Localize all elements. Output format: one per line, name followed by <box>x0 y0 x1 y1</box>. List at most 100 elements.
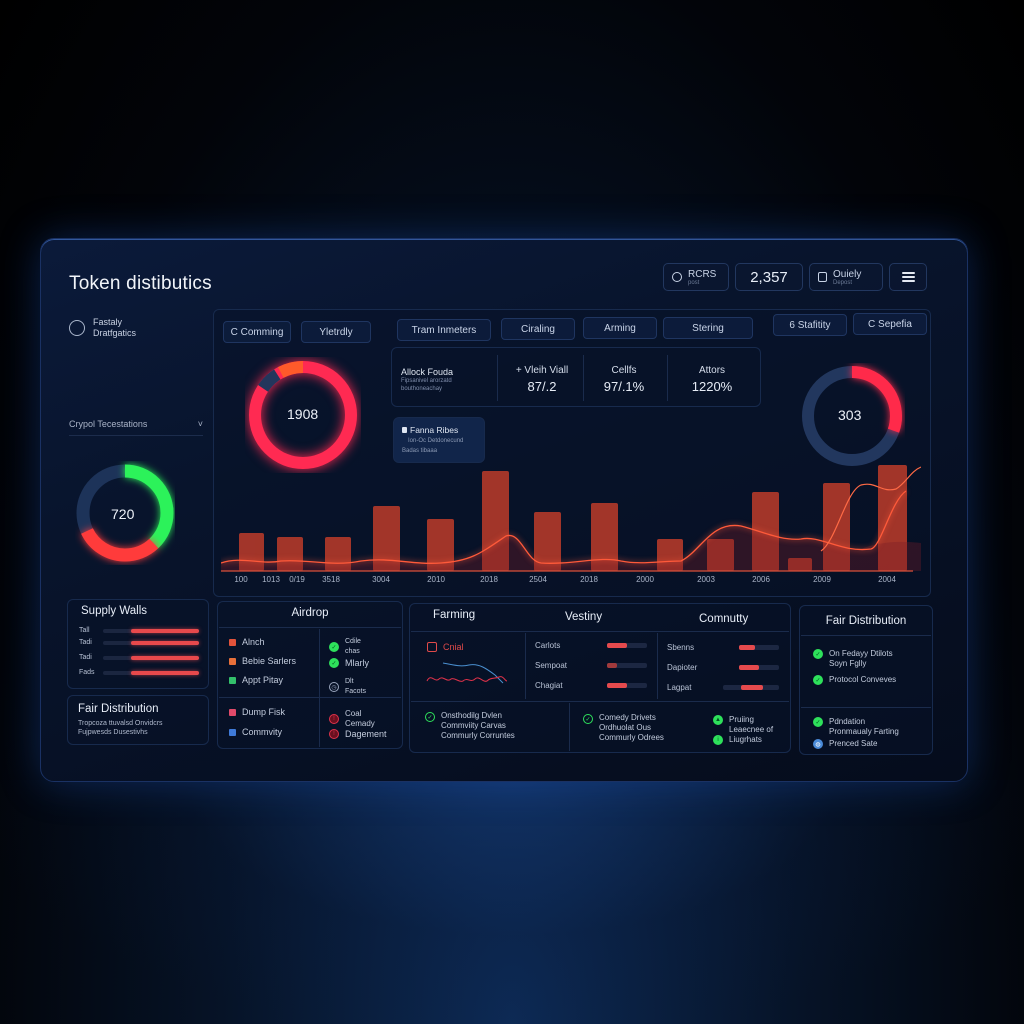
hamburger-menu-icon <box>901 272 915 282</box>
value-chip[interactable]: 2,357 <box>735 263 803 291</box>
fair-item: ◍ Prenced Sate <box>813 739 877 749</box>
supply-row-label: Tall <box>79 627 90 634</box>
legend-label: Commvity <box>242 727 282 737</box>
x-tick: 2004 <box>878 575 896 584</box>
community-track <box>723 685 779 690</box>
filter-stering[interactable]: Stering <box>663 317 753 339</box>
clock-icon <box>69 320 85 336</box>
bar-chart <box>221 465 921 572</box>
fair-item-text: On Fedayy Dtilots Soyn Fglly <box>829 649 893 669</box>
tooltip-line: Badas tibaaa <box>402 448 438 454</box>
note-line: Ordhuolat Ous <box>599 723 652 732</box>
fair-line: Protocol Conveves <box>829 675 897 684</box>
alert-circle-icon: ! <box>329 714 339 724</box>
divider <box>583 355 584 401</box>
airdrop-legend-item: Commvity <box>229 727 282 737</box>
community-row: Dapioter <box>667 663 779 672</box>
fair-item-text: Pdndation Pronmaualy Farting <box>829 717 899 737</box>
note-text: Comedy Drivets Ordhuolat Ous Commurly Od… <box>599 713 664 743</box>
fair-item: ✓ Protocol Conveves <box>813 675 896 685</box>
vesting-row: Sempoat <box>535 661 647 670</box>
filter-sepefia[interactable]: C Sepefia <box>853 313 927 335</box>
supply-bar-track <box>103 670 199 675</box>
vesting-row: Chagiat <box>535 681 647 690</box>
desc-line: Fujpwesds Dusestivhs <box>78 729 148 736</box>
tooltip-title: Fanna Ribes <box>402 425 458 435</box>
fair-line: Prenced Sate <box>829 739 878 748</box>
stats-panel <box>391 347 761 407</box>
community-fill <box>741 685 763 690</box>
community-row-label: Sbenns <box>667 643 695 652</box>
note-line: Commurly Corruntes <box>441 731 515 740</box>
x-tick: 1013 <box>262 575 280 584</box>
info-circle-icon: i <box>713 735 723 745</box>
x-tick: 3004 <box>372 575 390 584</box>
community-track <box>739 645 779 650</box>
check-circle-icon: ✓ <box>329 658 339 668</box>
filter-stafitity[interactable]: 6 Stafitity <box>773 314 847 336</box>
legend-swatch <box>229 676 236 684</box>
rcrs-chip[interactable]: RCRS post <box>663 263 729 291</box>
vesting-row-label: Chagiat <box>535 681 563 690</box>
supply-bar-fill <box>131 628 199 633</box>
right-donut-value: 303 <box>838 407 862 423</box>
supply-walls-title: Supply Walls <box>81 605 148 617</box>
vesting-row-label: Carlots <box>535 641 561 650</box>
check-circle-icon: ✓ <box>583 714 593 724</box>
supply-row-label: Fads <box>79 669 95 676</box>
chevron-down-icon: ˅ <box>197 419 203 429</box>
filter-comming[interactable]: C Comming <box>223 321 291 343</box>
status-label: Cdile chas <box>345 638 361 655</box>
check-circle-icon: ✓ <box>813 649 823 659</box>
chip-sub: Depost <box>833 279 853 286</box>
x-tick: 2010 <box>427 575 445 584</box>
airdrop-legend-item: Bebie Sarlers <box>229 656 296 666</box>
stat-sub: Fipsanivel arorzatd <box>401 378 452 384</box>
supply-bar-fill <box>131 670 199 675</box>
lock-icon <box>402 427 407 433</box>
fair-distribution-title: Fair Distribution <box>78 703 159 715</box>
stat-value: 87/.2 <box>527 379 557 394</box>
filter-arming[interactable]: Arming <box>583 317 657 339</box>
filter-ciraling[interactable]: Ciraling <box>501 318 575 340</box>
note-line: Onsthodilg Dvlen <box>441 711 502 720</box>
airdrop-status-item: ! Coal Cemady <box>329 709 385 729</box>
stat-attors: Attors 1220% <box>677 365 747 394</box>
ouiely-chip[interactable]: Ouiely Depost <box>809 263 883 291</box>
note-col3: ▲ Pruiing Leaecnee of i Liugrhats <box>713 715 773 745</box>
community-title: Comnutty <box>699 613 749 625</box>
fair-item: ✓ Pdndation Pronmaualy Farting <box>813 717 899 737</box>
stat-value: 1220% <box>691 379 733 394</box>
divider <box>667 355 668 401</box>
fair-line: Pdndation <box>829 717 866 726</box>
tooltip-line: Ion-Oc Detdonecund <box>408 438 464 444</box>
sidebar-item-fastaly[interactable]: Fastaly Dratfgatics <box>69 317 136 339</box>
menu-button[interactable] <box>889 263 927 291</box>
supply-bar-fill <box>131 640 199 645</box>
airdrop-legend-item: Dump Fisk <box>229 707 285 717</box>
crypto-dropdown[interactable]: Crypol Tecestations ˅ <box>69 419 203 436</box>
supply-bar-track <box>103 640 199 645</box>
filter-tram-inmeters[interactable]: Tram Inmeters <box>397 319 491 341</box>
check-circle-icon: ✓ <box>813 717 823 727</box>
airdrop-title: Airdrop <box>291 607 329 619</box>
divider <box>657 633 658 699</box>
x-tick: 2003 <box>697 575 715 584</box>
supply-row: Tadi <box>79 654 199 661</box>
fair-line: Soyn Fglly <box>829 659 867 668</box>
community-track <box>739 665 779 670</box>
supply-bar-track <box>103 628 199 633</box>
stat-cellfs: Cellfs 97/.1% <box>591 365 657 394</box>
note-item: i Liugrhats <box>713 735 773 745</box>
x-tick: 2504 <box>529 575 547 584</box>
chip-label: RCRS <box>688 268 717 280</box>
check-circle-icon: ✓ <box>329 642 339 652</box>
vesting-row-label: Sempoat <box>535 661 568 670</box>
legend-label: Appt Pitay <box>242 675 284 685</box>
x-tick: 100 <box>234 575 248 584</box>
supply-row: Tadi <box>79 639 199 646</box>
note-line: Liugrhats <box>729 735 762 744</box>
filter-yletrdly[interactable]: Yletrdly <box>301 321 371 343</box>
legend-swatch <box>229 708 236 716</box>
square-outline-icon <box>427 642 437 652</box>
